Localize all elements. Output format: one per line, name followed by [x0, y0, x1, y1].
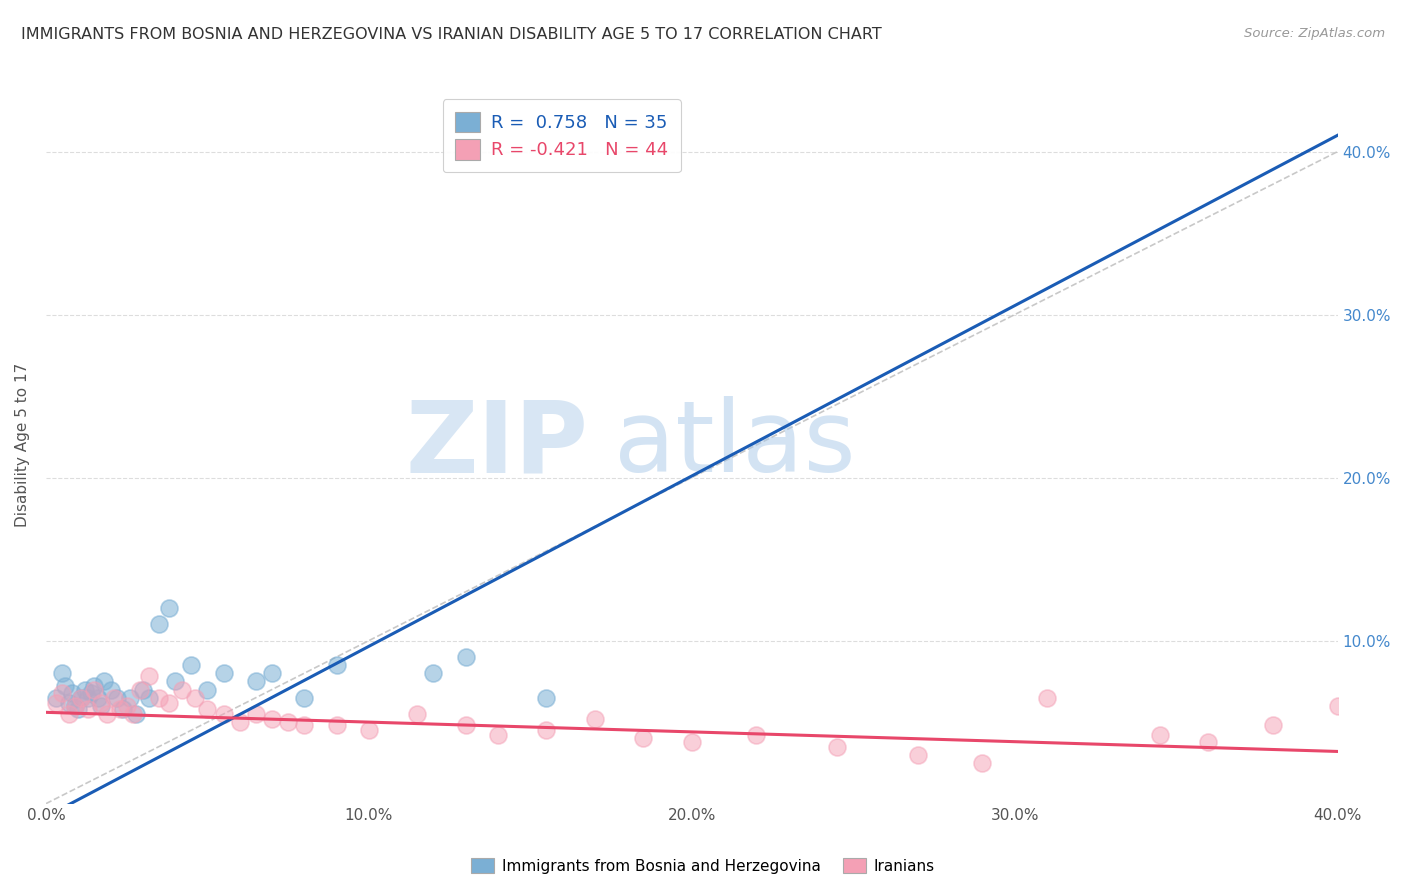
Point [110, 702, 132, 716]
Point [58, 696, 80, 710]
Point [245, 706, 267, 721]
Point [60, 686, 83, 700]
Point [825, 739, 848, 754]
Point [212, 666, 235, 681]
Point [292, 718, 315, 732]
Point [260, 712, 283, 726]
Point [115, 698, 138, 713]
Point [58, 706, 80, 721]
Point [745, 728, 768, 742]
Point [406, 706, 429, 721]
Point [212, 706, 235, 721]
Point [972, 756, 994, 770]
Point [90, 696, 112, 710]
Point [51, 686, 73, 700]
Point [63, 698, 86, 713]
Text: ZIP: ZIP [405, 396, 589, 493]
Legend: R =  0.758   N = 35, R = -0.421   N = 44: R = 0.758 N = 35, R = -0.421 N = 44 [443, 99, 681, 172]
Point [118, 690, 141, 705]
Point [1326, 698, 1348, 713]
Point [148, 690, 170, 705]
Point [583, 712, 606, 726]
Point [90, 698, 112, 713]
Point [96, 706, 118, 721]
Point [486, 728, 509, 742]
Point [1261, 718, 1284, 732]
Point [77, 702, 100, 716]
Point [73, 682, 96, 697]
Point [197, 702, 219, 716]
Y-axis label: Disability Age 5 to 17: Disability Age 5 to 17 [15, 363, 30, 527]
Point [125, 706, 148, 721]
Point [197, 682, 219, 697]
Point [77, 690, 100, 705]
Point [70, 690, 93, 705]
Point [122, 706, 145, 721]
Point [1036, 690, 1059, 705]
Text: Source: ZipAtlas.com: Source: ZipAtlas.com [1244, 27, 1385, 40]
Point [183, 690, 205, 705]
Point [100, 682, 122, 697]
Point [86, 690, 108, 705]
Point [132, 682, 155, 697]
Point [277, 715, 299, 730]
Point [292, 690, 315, 705]
Point [51, 666, 73, 681]
Point [325, 658, 347, 673]
Point [422, 666, 444, 681]
Point [105, 690, 128, 705]
Point [325, 718, 347, 732]
Point [103, 690, 125, 705]
Point [633, 731, 655, 746]
Point [536, 690, 558, 705]
Text: IMMIGRANTS FROM BOSNIA AND HERZEGOVINA VS IRANIAN DISABILITY AGE 5 TO 17 CORRELA: IMMIGRANTS FROM BOSNIA AND HERZEGOVINA V… [21, 27, 882, 42]
Point [67, 702, 90, 716]
Text: atlas: atlas [614, 396, 856, 493]
Point [148, 617, 170, 632]
Point [681, 734, 703, 748]
Point [357, 723, 380, 738]
Point [157, 601, 180, 615]
Point [454, 718, 477, 732]
Point [454, 649, 477, 664]
Point [228, 715, 250, 730]
Point [1149, 728, 1171, 742]
Point [80, 686, 103, 700]
Point [112, 702, 135, 716]
Point [83, 679, 105, 693]
Point [70, 690, 93, 705]
Point [138, 669, 160, 683]
Point [93, 674, 115, 689]
Point [260, 666, 283, 681]
Point [53, 679, 76, 693]
Point [83, 682, 105, 697]
Point [138, 690, 160, 705]
Point [45, 690, 67, 705]
Point [1198, 734, 1220, 748]
Point [165, 674, 187, 689]
Point [536, 723, 558, 738]
Point [45, 696, 67, 710]
Point [180, 658, 202, 673]
Point [170, 682, 193, 697]
Point [245, 674, 267, 689]
Point [63, 698, 86, 713]
Point [157, 696, 180, 710]
Legend: Immigrants from Bosnia and Herzegovina, Iranians: Immigrants from Bosnia and Herzegovina, … [465, 852, 941, 880]
Point [907, 747, 929, 762]
Point [128, 682, 150, 697]
